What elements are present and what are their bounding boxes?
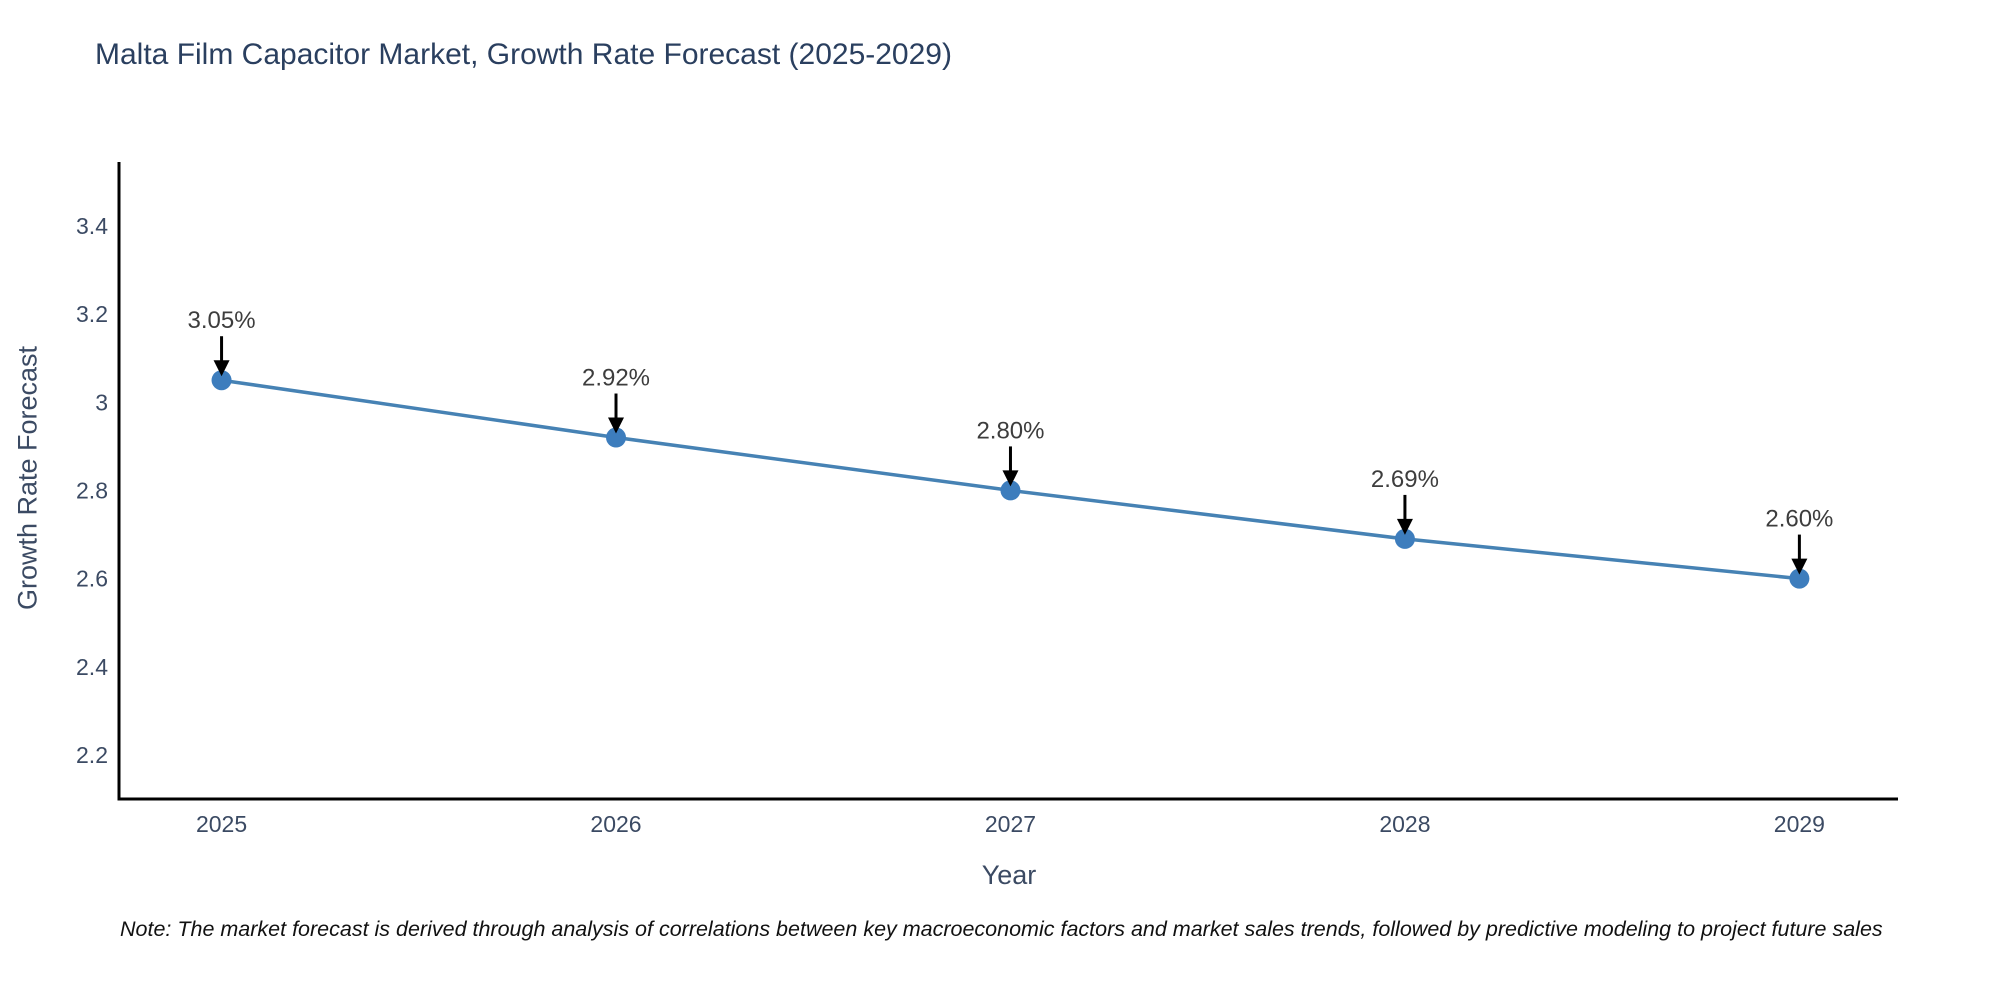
y-tick-label: 2.4 (76, 654, 108, 680)
y-tick-label: 3 (95, 389, 108, 415)
x-tick-label: 2028 (1379, 811, 1430, 837)
x-tick-label: 2029 (1774, 811, 1825, 837)
x-tick-label: 2026 (590, 811, 641, 837)
footnote: Note: The market forecast is derived thr… (120, 917, 1883, 941)
annotation-label: 2.80% (976, 417, 1044, 444)
annotation-label: 2.60% (1765, 506, 1833, 533)
annotation-label: 2.69% (1371, 466, 1439, 493)
annotation-arrow-head (1002, 470, 1019, 487)
chart-title: Malta Film Capacitor Market, Growth Rate… (95, 38, 952, 71)
x-tick-label: 2027 (985, 811, 1036, 837)
y-tick-label: 2.6 (76, 566, 108, 592)
annotation-arrow-head (1791, 558, 1808, 575)
x-tick-label: 2025 (196, 811, 247, 837)
data-point-2028 (1394, 528, 1415, 549)
annotation-arrow-head (1396, 518, 1413, 535)
y-tick-label: 2.2 (76, 742, 108, 768)
y-tick-label: 2.8 (76, 477, 108, 503)
data-point-2025 (211, 370, 232, 391)
x-axis-title: Year (981, 860, 1037, 890)
data-point-2029 (1789, 568, 1810, 589)
annotation-label: 2.92% (582, 365, 650, 392)
y-tick-label: 3.4 (76, 213, 108, 239)
annotation-arrow-head (213, 360, 230, 377)
data-point-2027 (1000, 480, 1021, 501)
annotation-label: 3.05% (188, 307, 256, 334)
data-point-2026 (606, 427, 627, 448)
y-tick-label: 3.2 (76, 301, 108, 327)
annotation-arrow-head (608, 417, 625, 434)
